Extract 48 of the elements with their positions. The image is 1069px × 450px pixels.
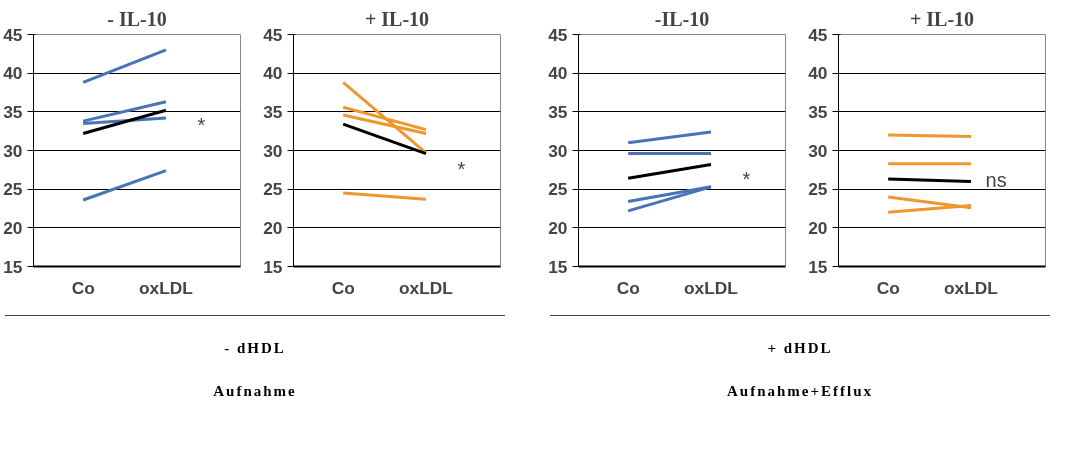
annotation: * — [457, 157, 466, 180]
text: - dHDL — [223, 339, 287, 358]
chart-title: - IL-10 — [107, 7, 167, 30]
annotation: * — [197, 114, 206, 137]
y-tick-label: 30 — [3, 140, 23, 161]
y-tick-label: 40 — [548, 63, 568, 84]
x-tick-label: Co — [331, 277, 355, 298]
y-tick-label: 45 — [263, 24, 283, 45]
chart-title: + IL-10 — [364, 7, 430, 30]
y-tick-label: 45 — [3, 24, 23, 45]
chart-title: + IL-10 — [909, 7, 975, 30]
y-tick-label: 25 — [3, 179, 23, 200]
y-tick-label: 40 — [808, 63, 828, 84]
y-tick-label: 25 — [263, 179, 283, 200]
x-tick-label: oxLDL — [139, 277, 194, 298]
x-tick-label: Co — [876, 277, 900, 298]
x-tick-label: oxLDL — [399, 277, 454, 298]
x-tick-label: oxLDL — [684, 277, 739, 298]
y-tick-label: 20 — [808, 217, 828, 238]
y-tick-label: 20 — [263, 217, 283, 238]
y-tick-label: 20 — [3, 217, 23, 238]
y-tick-label: 35 — [3, 101, 23, 122]
annotation: * — [742, 168, 751, 191]
y-tick-label: 45 — [548, 24, 568, 45]
y-tick-label: 30 — [808, 140, 828, 161]
y-tick-label: 30 — [263, 140, 283, 161]
y-tick-label: 15 — [3, 256, 23, 277]
text: Aufnahme+Efflux — [725, 382, 875, 402]
chart-title: -IL-10 — [654, 7, 710, 30]
y-tick-label: 35 — [263, 101, 283, 122]
y-tick-label: 20 — [548, 217, 568, 238]
text: Aufnahme — [212, 382, 298, 402]
y-tick-label: 30 — [548, 140, 568, 161]
y-tick-label: 25 — [548, 179, 568, 200]
annotation: ns — [985, 169, 1007, 192]
y-tick-label: 35 — [548, 101, 568, 122]
y-tick-label: 25 — [808, 179, 828, 200]
y-tick-label: 15 — [548, 256, 568, 277]
y-tick-label: 35 — [808, 101, 828, 122]
y-tick-label: 45 — [808, 24, 828, 45]
y-tick-label: 15 — [263, 256, 283, 277]
text: + dHDL — [766, 339, 834, 358]
x-tick-label: Co — [71, 277, 95, 298]
x-tick-label: Co — [616, 277, 640, 298]
y-tick-label: 40 — [3, 63, 23, 84]
y-tick-label: 15 — [808, 256, 828, 277]
y-tick-label: 40 — [263, 63, 283, 84]
x-tick-label: oxLDL — [944, 277, 999, 298]
